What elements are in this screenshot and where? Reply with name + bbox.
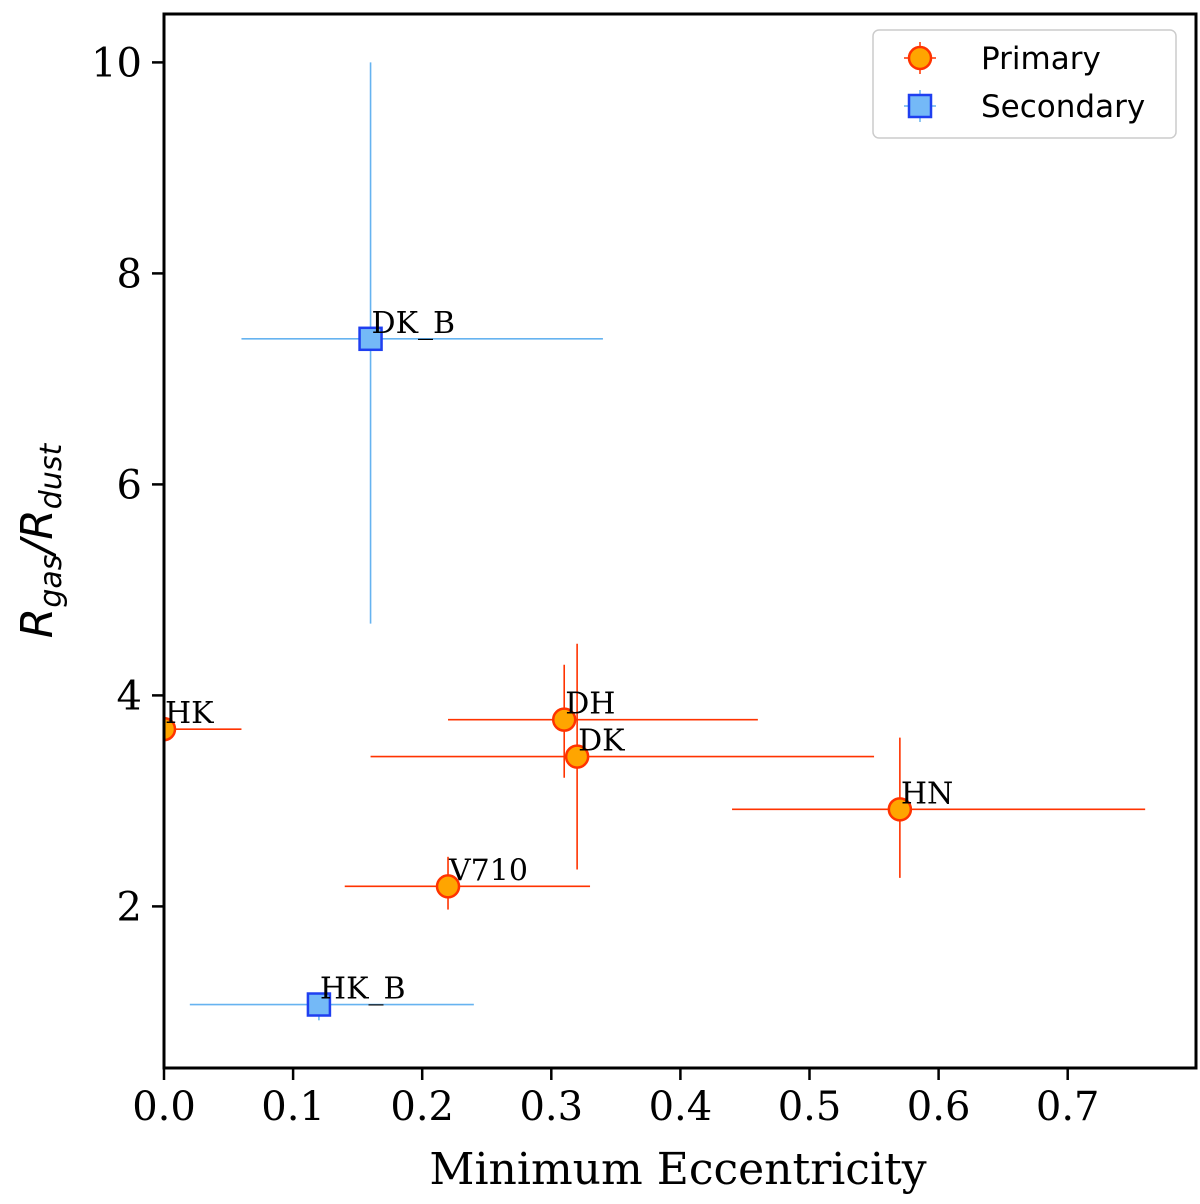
point-label-hn: HN <box>901 776 953 811</box>
marker-dk <box>564 744 590 769</box>
marker-dk-b <box>358 326 383 352</box>
y-tick-label: 10 <box>91 40 142 86</box>
y-axis-label: Rgas/Rdust <box>12 443 69 639</box>
plot-clip-group <box>164 62 1146 1021</box>
legend-primary-label: Primary <box>981 41 1101 77</box>
legend-secondary-marker <box>907 93 933 119</box>
x-tick-label: 0.4 <box>649 1084 713 1130</box>
series-primary <box>164 643 1146 910</box>
y-tick-label: 6 <box>117 462 142 508</box>
point-label-dk-b: DK_B <box>372 306 456 341</box>
marker-hk <box>164 716 177 742</box>
plot-frame <box>162 12 1198 1070</box>
marker-hk-b <box>306 992 332 1017</box>
legend-secondary-label: Secondary <box>981 89 1145 125</box>
point-label-hk-b: HK_B <box>320 972 406 1007</box>
marker-hn <box>887 797 913 822</box>
y-tick-label: 2 <box>117 884 142 930</box>
point-label-v710: V710 <box>448 853 528 888</box>
marker-dh <box>551 707 577 732</box>
y-tick-label: 8 <box>117 251 142 297</box>
x-tick-label: 0.3 <box>519 1084 583 1130</box>
x-tick-label: 0.0 <box>132 1084 196 1130</box>
axis-ticks: 0.0 0.1 0.2 0.3 0.4 0.5 0.6 0.7 2 4 6 8 10 <box>91 40 1099 1130</box>
legend: Primary Secondary <box>872 29 1177 139</box>
x-tick-label: 0.5 <box>778 1084 842 1130</box>
x-tick-label: 0.7 <box>1036 1084 1100 1130</box>
x-tick-label: 0.2 <box>390 1084 454 1130</box>
point-label-dk: DK <box>578 724 625 759</box>
x-tick-label: 0.6 <box>907 1084 971 1130</box>
marker-v710 <box>435 874 461 899</box>
legend-box <box>872 29 1177 139</box>
point-label-dh: DH <box>565 687 615 722</box>
x-tick-label: 0.1 <box>261 1084 325 1130</box>
point-label-hk: HK <box>165 696 214 731</box>
y-tick-label: 4 <box>117 673 142 719</box>
legend-primary-marker <box>907 45 933 71</box>
legend-entry-primary: Primary <box>904 41 1101 77</box>
legend-entry-secondary: Secondary <box>904 89 1145 125</box>
series-secondary <box>189 62 603 1021</box>
x-axis-label: Minimum Eccentricity <box>429 1144 926 1195</box>
